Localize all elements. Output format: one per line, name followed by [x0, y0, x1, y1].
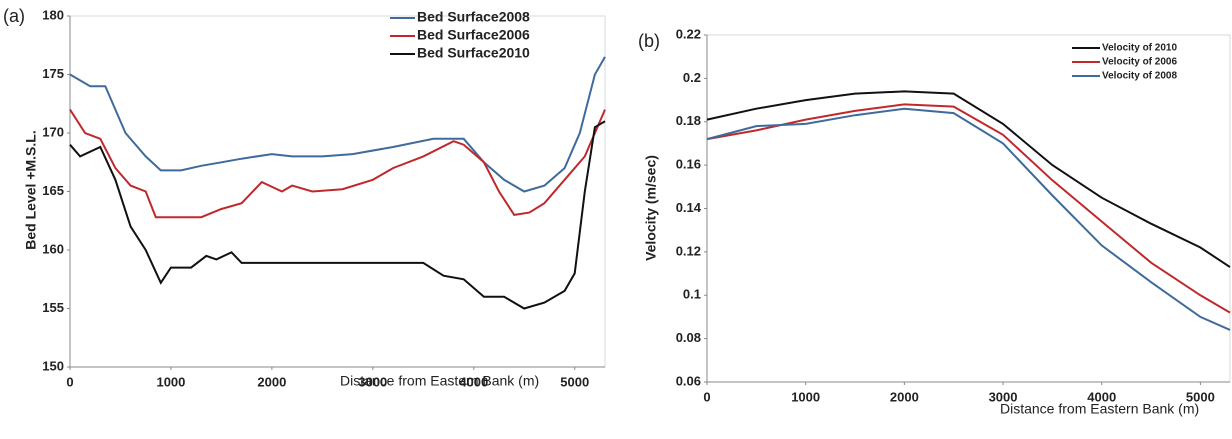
y-tick-label: 165 [42, 183, 64, 198]
panel-label: (b) [638, 31, 660, 51]
x-axis-title: Distance from Eastern Bank (m) [340, 373, 539, 389]
legend-label: Velocity of 2006 [1102, 57, 1177, 68]
panel-label: (a) [3, 6, 25, 26]
x-tick-label: 2000 [890, 389, 919, 404]
x-tick-label: 5000 [560, 374, 589, 389]
data-line [706, 103, 1231, 314]
y-tick-label: 0.18 [676, 113, 701, 128]
y-tick-label: 175 [42, 66, 64, 81]
x-tick-label: 1000 [156, 374, 185, 389]
data-line [706, 90, 1231, 268]
x-tick-label: 4000 [459, 374, 488, 389]
x-tick-label: 3000 [358, 374, 387, 389]
x-tick-label: 2000 [257, 374, 286, 389]
x-tick-label: 1000 [791, 389, 820, 404]
x-tick-label: 5000 [1186, 389, 1215, 404]
y-tick-label: 180 [42, 7, 64, 22]
legend-label: Bed Surface2010 [417, 45, 530, 61]
data-line [69, 56, 606, 193]
legend-label: Velocity of 2008 [1102, 71, 1177, 82]
y-tick-label: 0.16 [676, 157, 701, 172]
y-tick-label: 0.1 [683, 287, 701, 302]
y-tick-label: 0.08 [676, 330, 701, 345]
data-line [69, 120, 606, 310]
x-axis-title: Distance from Eastern Bank (m) [1000, 401, 1199, 417]
y-tick-label: 160 [42, 241, 64, 256]
y-tick-label: 0.22 [676, 26, 701, 41]
y-tick-label: 170 [42, 124, 64, 139]
y-tick-label: 0.06 [676, 373, 701, 388]
x-tick-label: 0 [703, 389, 710, 404]
x-tick-label: 3000 [989, 389, 1018, 404]
legend-label: Bed Surface2008 [417, 9, 530, 25]
y-axis-title: Velocity (m/sec) [643, 155, 659, 261]
y-axis-title: Bed Level +M.S.L. [23, 130, 39, 249]
y-tick-label: 150 [42, 358, 64, 373]
data-line [706, 107, 1231, 331]
data-line [69, 109, 606, 219]
legend-label: Velocity of 2010 [1102, 43, 1177, 54]
y-tick-label: 0.14 [676, 200, 702, 215]
y-tick-label: 0.12 [676, 243, 701, 258]
x-tick-label: 0 [66, 374, 73, 389]
legend-label: Bed Surface2006 [417, 27, 530, 43]
y-tick-label: 0.2 [683, 70, 701, 85]
plot-frame [706, 34, 1231, 383]
x-tick-label: 4000 [1087, 389, 1116, 404]
y-tick-label: 155 [42, 300, 64, 315]
